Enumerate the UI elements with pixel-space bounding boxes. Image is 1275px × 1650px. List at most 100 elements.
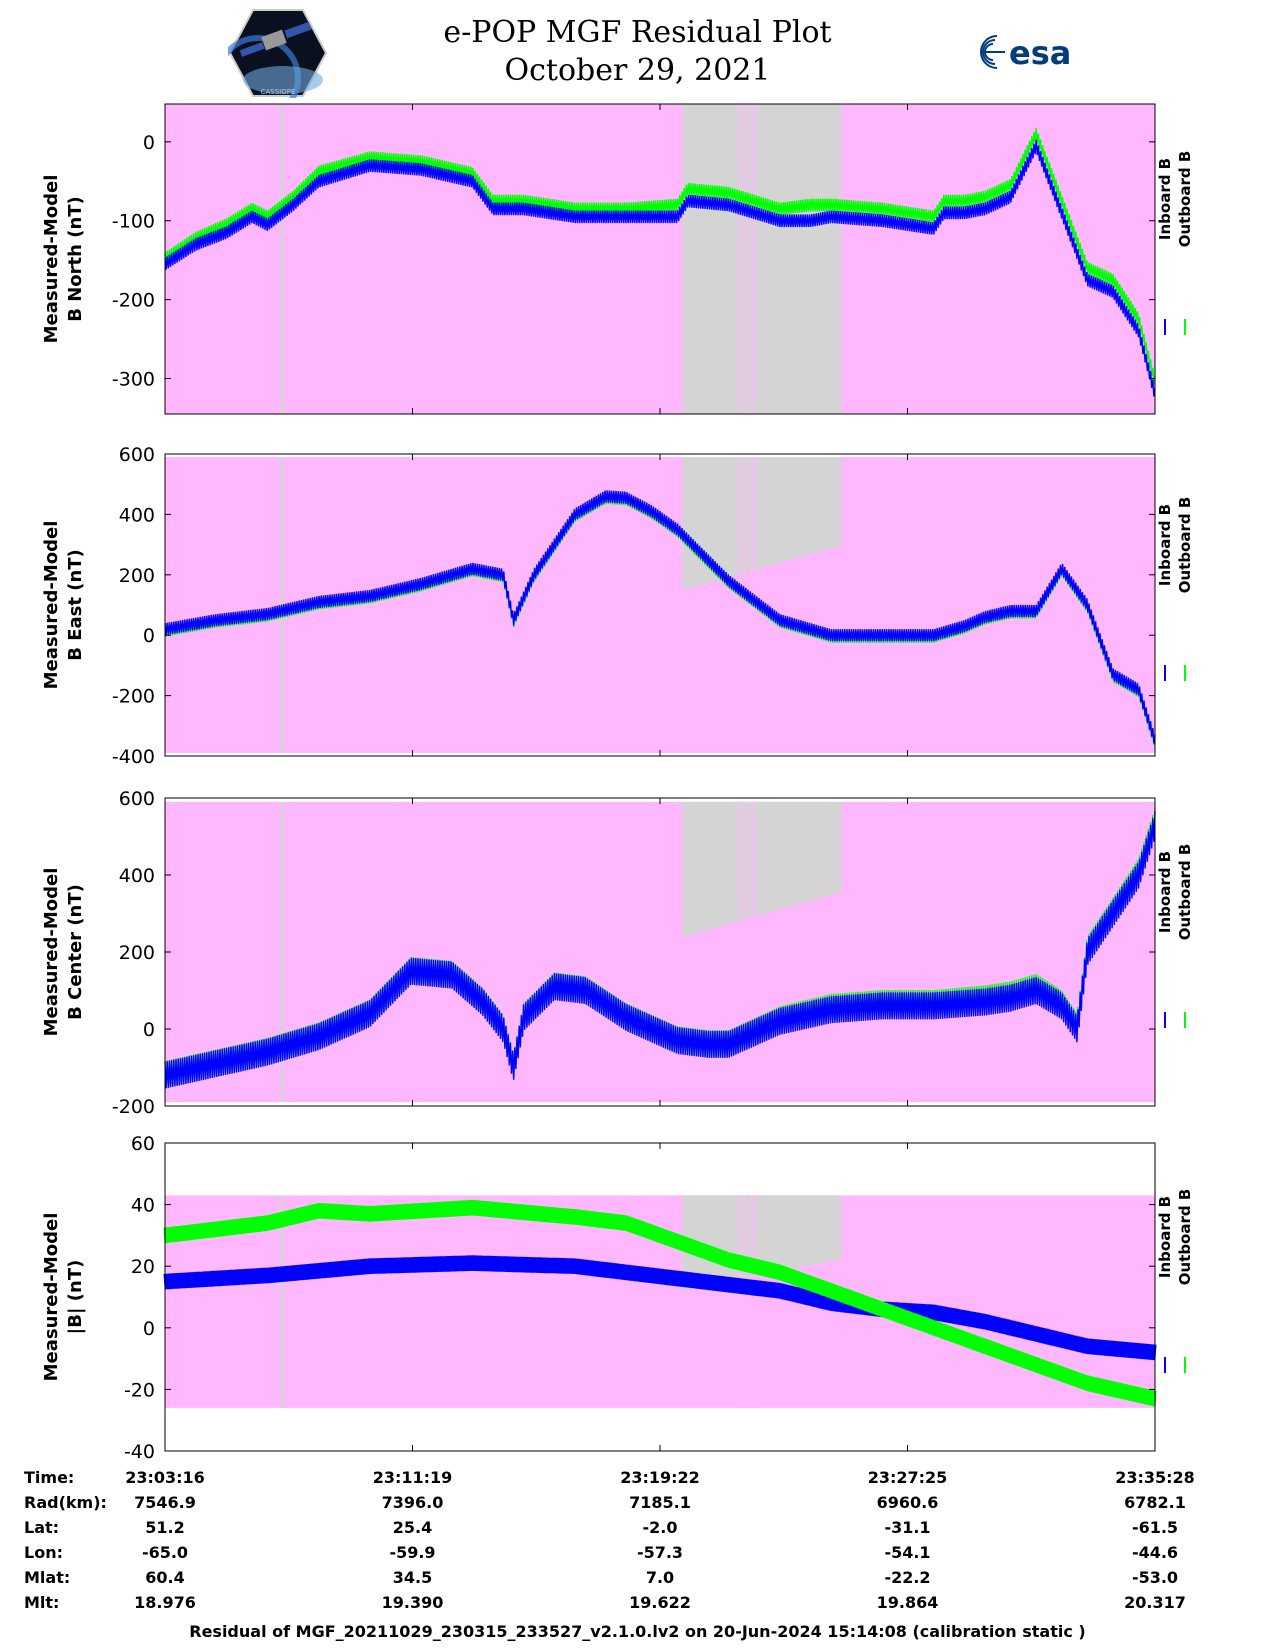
series-line-inboard (164, 811, 1156, 1089)
ephemeris-label: Time: (24, 1468, 74, 1487)
y-tick-label: 60 (131, 1133, 155, 1155)
series-line-inboard (164, 490, 1156, 744)
ephemeris-value: 7.0 (646, 1568, 674, 1587)
data-gap-line (280, 104, 284, 414)
ephemeris-value: -65.0 (142, 1543, 188, 1562)
ephemeris-value: 23:11:19 (373, 1468, 453, 1487)
panel-4: 60 40 20 0 -20 -40 Measured-Model |B| (nT) Inboa… (41, 1133, 1194, 1463)
y-tick-label: 40 (131, 1195, 155, 1217)
plot-date: October 29, 2021 (504, 53, 771, 88)
y-tick-label: 400 (119, 865, 155, 887)
panel-2: 600 400 200 0 -200 -400 Measured-Model B East (… (41, 444, 1194, 768)
ephemeris-label: Rad(km): (24, 1493, 107, 1512)
y-tick-label: -40 (124, 1441, 155, 1463)
y-tick-label: -400 (112, 746, 155, 768)
series-line-outboard (164, 808, 1156, 1088)
ephemeris-value: 23:19:22 (620, 1468, 700, 1487)
y-tick-label: 200 (119, 942, 155, 964)
y-axis-label: B East (nT) (65, 549, 86, 661)
y-tick-label: 600 (119, 788, 155, 810)
ephemeris-value: -61.5 (1132, 1518, 1178, 1537)
data-gap-region (682, 104, 842, 414)
y-axis-label: B North (nT) (65, 196, 86, 322)
legend-inboard: Inboard B (1156, 851, 1174, 933)
ephemeris-value: -53.0 (1132, 1568, 1178, 1587)
y-tick-label: 400 (119, 504, 155, 526)
title-block: e-POP MGF Residual Plot October 29, 2021 (0, 14, 1275, 90)
legend-outboard: Outboard B (1176, 497, 1194, 594)
y-axis-label: B Center (nT) (65, 884, 86, 1020)
y-tick-label: -200 (112, 290, 155, 312)
ephemeris-value: -22.2 (884, 1568, 930, 1587)
cassiope-satellite-logo-icon: CASSIOPE (228, 9, 328, 98)
ephemeris-value: -59.9 (389, 1543, 435, 1562)
y-axis-label: Measured-Model (41, 868, 62, 1037)
series-line-inboard (163, 1255, 1157, 1361)
ephemeris-label: Mlt: (24, 1593, 59, 1612)
ephemeris-value: 6960.6 (877, 1493, 939, 1512)
data-gap-region (682, 801, 842, 937)
ephemeris-value: 23:35:28 (1115, 1468, 1195, 1487)
legend-outboard: Outboard B (1176, 1189, 1194, 1286)
series-line-inboard (164, 139, 1156, 397)
footer-caption: Residual of MGF_20211029_230315_233527_v… (189, 1622, 1086, 1641)
ephemeris-value: -57.3 (637, 1543, 683, 1562)
y-tick-label: 0 (143, 1019, 155, 1041)
ephemeris-value: 7396.0 (382, 1493, 444, 1512)
y-tick-label: 20 (131, 1256, 155, 1278)
ephemeris-label: Lat: (24, 1518, 59, 1537)
y-tick-label: -20 (124, 1379, 155, 1401)
ephemeris-value: 25.4 (393, 1518, 432, 1537)
ephemeris-value: -2.0 (643, 1518, 678, 1537)
y-tick-label: 600 (119, 444, 155, 466)
legend-inboard: Inboard B (1156, 504, 1174, 586)
ephemeris-value: 23:03:16 (125, 1468, 205, 1487)
y-tick-label: -100 (112, 211, 155, 233)
logo-caption: CASSIOPE (261, 88, 296, 96)
panel-3: 600 400 200 0 -200 Measured-Model B Center (nT… (41, 788, 1194, 1118)
ephemeris-table: Time: Rad(km): Lat: Lon: Mlat: Mlt: 23:03:16 75… (24, 1468, 1195, 1612)
data-coverage-band (165, 104, 1155, 414)
ephemeris-value: 7546.9 (134, 1493, 196, 1512)
y-tick-label: 200 (119, 565, 155, 587)
ephemeris-value: 34.5 (393, 1568, 432, 1587)
plot-title: e-POP MGF Residual Plot (443, 15, 832, 50)
ephemeris-value: 19.390 (382, 1593, 444, 1612)
ephemeris-value: 51.2 (145, 1518, 184, 1537)
ephemeris-value: 19.864 (877, 1593, 939, 1612)
data-gap-region (682, 1195, 842, 1291)
ephemeris-label: Mlat: (24, 1568, 70, 1587)
esa-logo-text: esa (1009, 34, 1071, 72)
data-gap-line (280, 1195, 284, 1408)
ephemeris-value: 6782.1 (1124, 1493, 1186, 1512)
ephemeris-value: -44.6 (1132, 1543, 1178, 1562)
y-tick-label: -300 (112, 369, 155, 391)
legend-inboard: Inboard B (1156, 158, 1174, 240)
data-coverage-band (165, 801, 1155, 1103)
ephemeris-value: 20.317 (1124, 1593, 1186, 1612)
data-coverage-band (165, 457, 1155, 753)
series-line-outboard (164, 127, 1156, 385)
y-tick-label: -200 (112, 1096, 155, 1118)
data-gap-line (280, 801, 284, 1103)
legend-outboard: Outboard B (1176, 151, 1194, 248)
ephemeris-value: 60.4 (145, 1568, 184, 1587)
ephemeris-label: Lon: (24, 1543, 63, 1562)
y-tick-label: -200 (112, 686, 155, 708)
ephemeris-value: -54.1 (884, 1543, 930, 1562)
y-tick-label: 0 (143, 132, 155, 154)
legend-outboard: Outboard B (1176, 844, 1194, 941)
ephemeris-value: 7185.1 (629, 1493, 691, 1512)
y-axis-label: Measured-Model (41, 175, 62, 344)
ephemeris-value: 23:27:25 (868, 1468, 948, 1487)
y-tick-label: 0 (143, 1318, 155, 1340)
y-axis-label: Measured-Model (41, 1213, 62, 1382)
ephemeris-value: 18.976 (134, 1593, 196, 1612)
ephemeris-value: 19.622 (629, 1593, 691, 1612)
data-coverage-band (165, 1195, 1155, 1408)
esa-logo-icon: esa (980, 34, 1071, 72)
ephemeris-value: -31.1 (884, 1518, 930, 1537)
y-axis-label: |B| (nT) (65, 1260, 86, 1335)
series-line-outboard (163, 1199, 1157, 1407)
